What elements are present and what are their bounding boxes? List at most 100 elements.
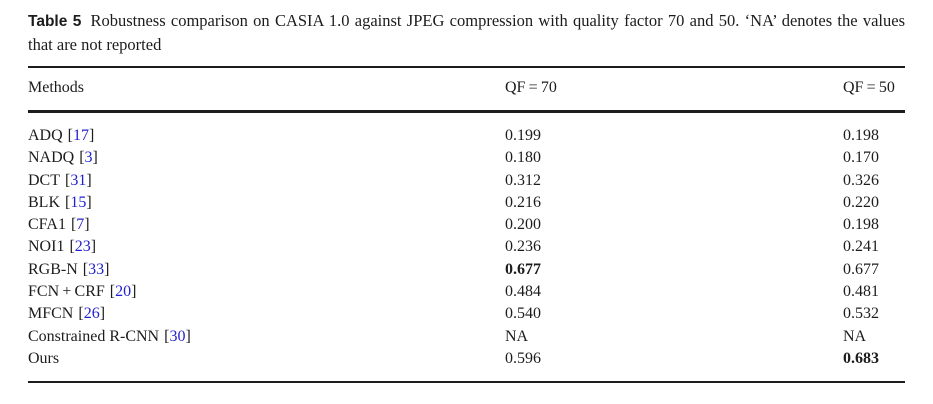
table-header-rule [28, 110, 905, 113]
citation-link[interactable]: 20 [115, 283, 132, 301]
citation-bracket: ] [86, 193, 92, 211]
citation-link[interactable]: 33 [88, 260, 105, 278]
qf70-value-cell: 0.216 [505, 193, 541, 211]
citation-link[interactable]: 17 [73, 127, 89, 144]
qf70-value-cell: 0.236 [505, 238, 541, 256]
citation-bracket: ] [90, 238, 97, 256]
table-row: FCN + CRF [20] 0.484 0.481 [28, 281, 905, 303]
qf70-value-cell: 0.596 [505, 349, 541, 367]
citation-bracket: [ [67, 127, 73, 144]
table-row: RGB-N [33] 0.677 0.677 [28, 259, 905, 281]
citation-link[interactable]: 30 [169, 327, 186, 345]
citation-bracket: ] [86, 171, 92, 189]
citation: [7] [71, 216, 90, 233]
citation: [31] [65, 172, 92, 189]
citation-bracket: ] [131, 283, 137, 301]
method-cell: NADQ [3] [28, 147, 505, 169]
method-name: MFCN [28, 305, 74, 323]
qf50-value-cell: 0.677 [843, 260, 879, 278]
citation: [20] [110, 283, 137, 300]
citation-bracket: [ [79, 149, 85, 167]
qf70-value-cell: 0.484 [505, 283, 541, 301]
method-name: Constrained R-CNN [28, 327, 160, 345]
method-cell: Ours [28, 348, 505, 370]
citation-bracket: ] [92, 149, 98, 167]
column-header-methods: Methods [28, 79, 84, 96]
citation-bracket: ] [89, 127, 95, 144]
method-name: Ours [28, 349, 60, 367]
qf50-value-cell: 0.198 [843, 127, 879, 144]
method-name: FCN + CRF [28, 283, 105, 301]
table-row: NOI1 [23] 0.236 0.241 [28, 236, 905, 258]
method-name: CFA1 [28, 216, 66, 234]
table-row: Constrained R-CNN [30] NA NA [28, 326, 905, 348]
method-cell: CFA1 [7] [28, 214, 505, 236]
qf50-value-cell: 0.481 [843, 283, 879, 301]
citation-link[interactable]: 3 [84, 149, 93, 167]
method-cell: ADQ [17] [28, 125, 505, 147]
citation-bracket: [ [82, 260, 89, 278]
table-row: DCT [31] 0.312 0.326 [28, 170, 905, 192]
citation: [17] [68, 127, 95, 144]
citation-link[interactable]: 31 [70, 171, 87, 189]
method-cell: FCN + CRF [20] [28, 281, 505, 303]
table-top-rule [28, 66, 905, 68]
citation-bracket: ] [185, 327, 191, 345]
qf50-value-cell: NA [843, 327, 867, 345]
citation: [15] [65, 194, 92, 211]
qf50-value-cell: 0.241 [843, 238, 879, 256]
citation-bracket: [ [65, 193, 71, 211]
citation: [26] [78, 305, 105, 322]
method-cell: BLK [15] [28, 192, 505, 214]
method-name: NADQ [28, 149, 75, 167]
table-row: NADQ [3] 0.180 0.170 [28, 147, 905, 169]
qf70-value-cell: 0.199 [505, 127, 541, 144]
method-cell: NOI1 [23] [28, 236, 505, 258]
method-name: RGB-N [28, 260, 78, 278]
method-name: BLK [28, 193, 60, 211]
citation-link[interactable]: 23 [74, 238, 91, 256]
qf70-value-cell: 0.677 [505, 260, 541, 278]
table-figure: Table 5 Robustness comparison on CASIA 1.… [28, 0, 905, 384]
citation-link[interactable]: 15 [70, 193, 87, 211]
citation: [3] [79, 149, 98, 166]
table-row: MFCN [26] 0.540 0.532 [28, 303, 905, 325]
citation-link[interactable]: 7 [76, 216, 85, 234]
table-row: CFA1 [7] 0.200 0.198 [28, 214, 905, 236]
qf50-value-cell: 0.220 [843, 193, 879, 211]
qf50-value-cell: 0.683 [843, 349, 879, 367]
citation-bracket: [ [70, 216, 77, 234]
qf70-value-cell: 0.540 [505, 305, 541, 323]
table-header-row: Methods QF = 70 QF = 50 [28, 68, 905, 110]
table-bottom-rule [28, 381, 905, 384]
method-cell: MFCN [26] [28, 303, 505, 325]
citation-bracket: ] [84, 216, 90, 234]
method-name: DCT [28, 171, 60, 189]
citation: [33] [83, 261, 110, 278]
table-row: ADQ [17] 0.199 0.198 [28, 125, 905, 147]
citation-bracket: [ [109, 283, 116, 301]
method-cell: DCT [31] [28, 170, 505, 192]
table-caption: Table 5 Robustness comparison on CASIA 1.… [28, 0, 905, 56]
table-row: Ours 0.596 0.683 [28, 348, 905, 370]
table-caption-label: Table 5 [28, 13, 82, 30]
table-caption-text: Robustness comparison on CASIA 1.0 again… [28, 11, 906, 54]
column-header-qf50: QF = 50 [843, 79, 895, 96]
qf50-value-cell: 0.198 [843, 216, 879, 234]
table-row: BLK [15] 0.216 0.220 [28, 192, 905, 214]
qf70-value-cell: 0.200 [505, 216, 541, 234]
qf70-value-cell: 0.180 [505, 149, 541, 167]
citation-link[interactable]: 26 [83, 305, 100, 323]
method-cell: Constrained R-CNN [30] [28, 326, 505, 348]
citation-bracket: [ [65, 171, 71, 189]
citation-bracket: ] [99, 305, 106, 323]
qf50-value-cell: 0.326 [843, 171, 879, 189]
method-name: ADQ [28, 127, 63, 144]
citation: [30] [164, 328, 191, 345]
qf50-value-cell: 0.532 [843, 305, 879, 323]
column-header-qf70: QF = 70 [505, 79, 557, 96]
citation: [23] [69, 238, 96, 255]
table-body: ADQ [17] 0.199 0.198 NADQ [3] 0.180 0.170 … [28, 113, 905, 370]
citation-bracket: ] [104, 260, 110, 278]
